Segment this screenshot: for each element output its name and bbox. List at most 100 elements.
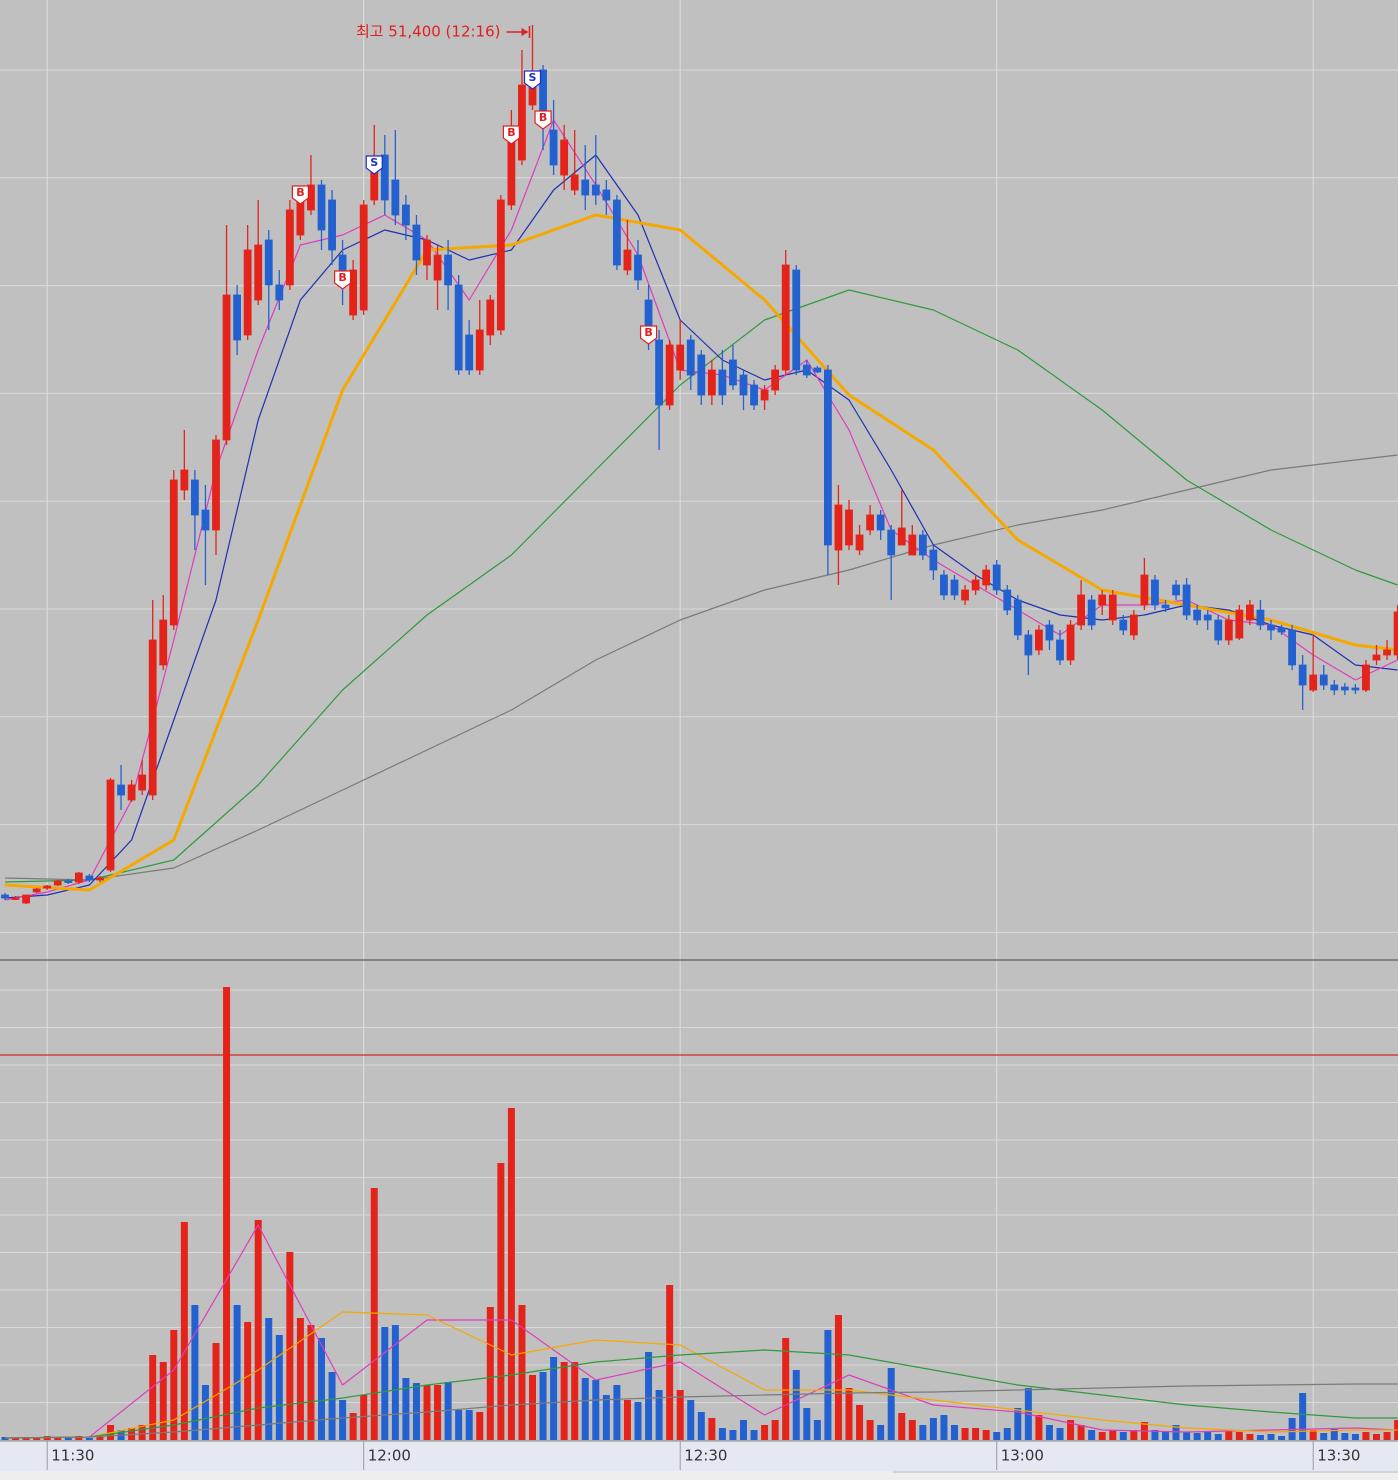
signal-label: B	[507, 126, 515, 139]
signal-marker: B	[534, 110, 552, 130]
volume-bar	[856, 1405, 864, 1440]
candle-body	[1224, 619, 1233, 641]
candle-body	[43, 885, 52, 889]
volume-bar	[993, 1432, 1001, 1440]
volume-bar	[1067, 1420, 1075, 1440]
volume-bar	[676, 1390, 684, 1440]
signal-shape	[502, 125, 520, 145]
candle-body	[317, 184, 326, 231]
volume-bar	[845, 1388, 853, 1440]
volume-bar	[149, 1355, 157, 1440]
volume-bar	[919, 1425, 927, 1440]
volume-bar	[1172, 1425, 1180, 1440]
volume-bar	[1373, 1434, 1380, 1440]
candle-body	[1330, 684, 1339, 691]
volume-bar	[972, 1428, 980, 1440]
volume-bar	[265, 1318, 273, 1440]
x-tick-label: 11:30	[51, 1447, 94, 1465]
candle-body	[1119, 619, 1128, 631]
volume-bar	[1246, 1434, 1254, 1440]
volume-bar	[718, 1428, 726, 1440]
candle-body	[454, 284, 463, 371]
volume-bar	[1267, 1434, 1275, 1440]
candle-body	[1372, 654, 1381, 661]
candle-body	[834, 504, 843, 551]
signal-label: B	[539, 111, 547, 124]
volume-bar	[180, 1222, 188, 1440]
volume-bar	[1278, 1436, 1286, 1440]
volume-bar	[22, 1437, 30, 1440]
volume-bar	[75, 1436, 83, 1440]
candle-body	[507, 134, 516, 206]
volume-bar	[349, 1413, 357, 1440]
volume-bar	[96, 1437, 104, 1440]
volume-bar	[1225, 1430, 1233, 1440]
candle-body	[1172, 584, 1180, 596]
volume-bar	[412, 1383, 420, 1440]
volume-bar	[64, 1438, 72, 1440]
ma-line	[4, 1224, 1398, 1439]
volume-bar	[1299, 1393, 1307, 1440]
volume-bar	[296, 1318, 304, 1440]
volume-bar	[170, 1330, 178, 1440]
candle-body	[655, 339, 663, 406]
candle-body	[1351, 687, 1360, 691]
candle-body	[929, 549, 938, 571]
volume-bar	[201, 1385, 209, 1440]
candle-body	[169, 479, 178, 626]
candle-body	[623, 249, 632, 271]
candle-body	[64, 880, 73, 883]
volume-bar	[803, 1408, 811, 1440]
candle-body	[1140, 574, 1149, 606]
volume-bar	[233, 1305, 241, 1440]
candle-body	[1193, 609, 1202, 621]
volume-bar	[244, 1322, 252, 1440]
volume-bar	[212, 1343, 220, 1440]
candle-body	[697, 354, 706, 396]
candle-body	[412, 224, 421, 261]
volume-bar	[1035, 1415, 1043, 1440]
volume-bar	[634, 1402, 642, 1440]
candle-body	[897, 527, 906, 546]
candle-body	[423, 239, 431, 266]
signal-marker: B	[639, 325, 658, 345]
volume-bar	[328, 1372, 336, 1440]
volume-bar	[391, 1325, 399, 1440]
volume-bar	[1341, 1433, 1349, 1440]
volume-bar	[191, 1305, 199, 1440]
volume-bar	[518, 1305, 526, 1440]
candle-body	[1024, 634, 1033, 656]
volume-bar	[1330, 1428, 1338, 1440]
candle-body	[391, 179, 400, 216]
volume-bar	[940, 1415, 948, 1440]
annotation-arrowhead	[521, 28, 529, 36]
candle-body	[359, 204, 368, 311]
signal-shape	[334, 270, 352, 290]
candle-body	[602, 189, 611, 201]
volume-bar	[1256, 1435, 1264, 1440]
candle-body	[285, 209, 294, 286]
x-tick-label: 13:30	[1317, 1447, 1360, 1465]
candle-body	[634, 254, 642, 281]
volume-bar	[138, 1425, 146, 1440]
candle-body	[1161, 604, 1170, 609]
candle-body	[918, 534, 927, 556]
volume-bar	[1309, 1430, 1317, 1440]
signal-marker: B	[334, 270, 352, 290]
volume-bar	[782, 1338, 790, 1440]
volume-bar	[898, 1413, 906, 1440]
volume-bar	[1, 1437, 9, 1440]
candle-body	[190, 479, 199, 516]
volume-bar	[339, 1400, 347, 1440]
volume-bar	[1235, 1432, 1243, 1440]
signal-marker: B	[502, 125, 520, 145]
volume-bar	[1151, 1430, 1159, 1440]
candle-body	[1309, 674, 1318, 691]
volume-bar	[465, 1410, 473, 1440]
signal-label: B	[296, 186, 304, 199]
candle-body	[824, 369, 832, 546]
volume-bar	[929, 1418, 937, 1440]
volume-bar	[729, 1430, 737, 1440]
